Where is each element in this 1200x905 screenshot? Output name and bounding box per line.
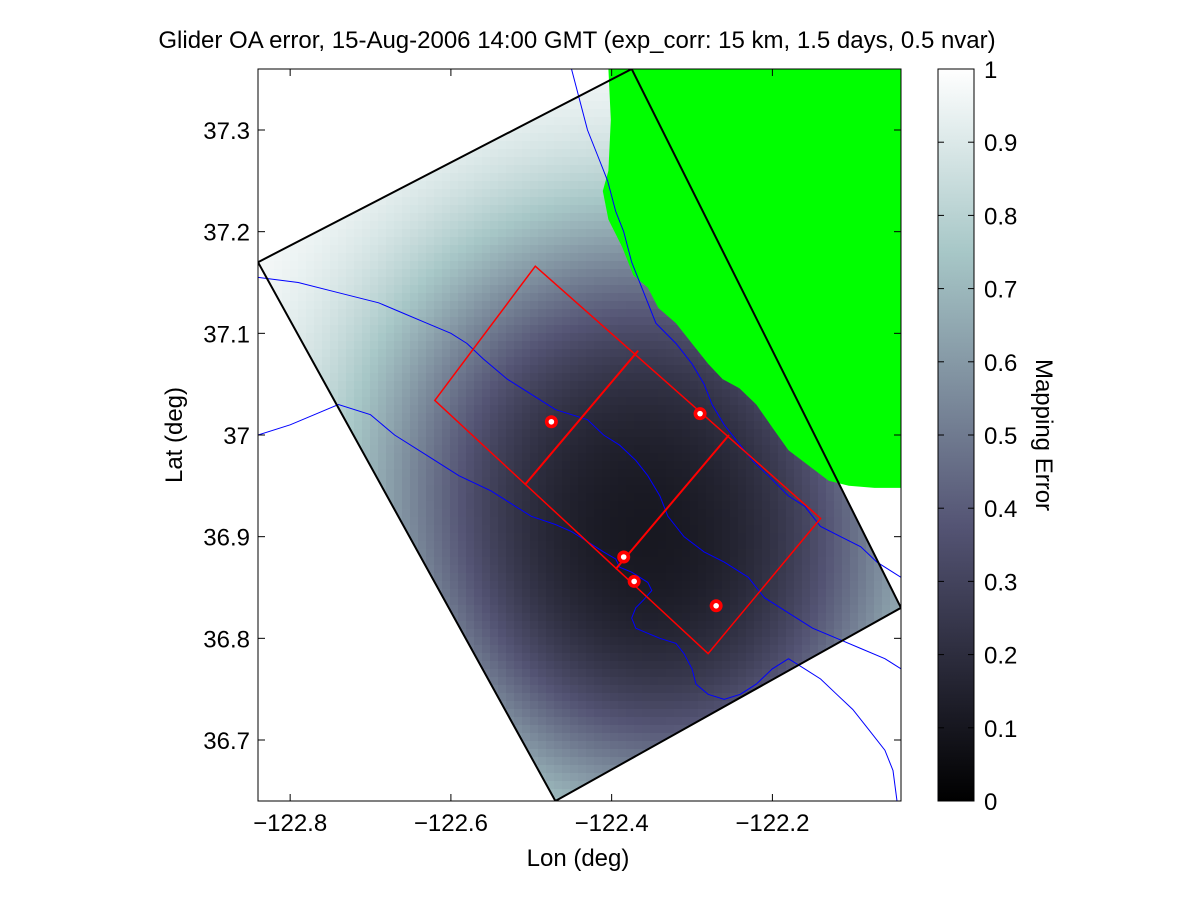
- colorbar-tick-label: 0.7: [984, 277, 1017, 304]
- colorbar-tick-label: 0.1: [984, 716, 1017, 743]
- y-tick-label: 36.7: [203, 728, 250, 755]
- colorbar-tick-label: 0.6: [984, 350, 1017, 377]
- x-tick-label: −122.8: [253, 810, 327, 837]
- glider-marker-center: [549, 419, 555, 425]
- x-axis-label: Lon (deg): [527, 845, 630, 872]
- y-axis-label: Lat (deg): [161, 387, 188, 483]
- x-tick-label: −122.2: [735, 810, 809, 837]
- y-tick-label: 37: [223, 423, 250, 450]
- colorbar-tick-label: 1: [984, 57, 997, 84]
- y-tick-label: 37.2: [203, 220, 250, 247]
- chart-title: Glider OA error, 15-Aug-2006 14:00 GMT (…: [158, 27, 995, 54]
- colorbar-label: Mapping Error: [1030, 359, 1057, 511]
- glider-marker-center: [697, 411, 703, 417]
- y-tick-label: 37.3: [203, 118, 250, 145]
- colorbar-tick-label: 0.9: [984, 130, 1017, 157]
- colorbar-tick-label: 0.5: [984, 423, 1017, 450]
- x-tick-label: −122.6: [414, 810, 488, 837]
- glider-marker-center: [621, 554, 627, 560]
- colorbar-tick-label: 0.3: [984, 569, 1017, 596]
- colorbar-tick-label: 0.2: [984, 643, 1017, 670]
- x-tick-label: −122.4: [575, 810, 649, 837]
- y-tick-label: 36.8: [203, 626, 250, 653]
- glider-marker-center: [631, 579, 637, 585]
- colorbar-tick-label: 0.4: [984, 496, 1017, 523]
- y-tick-label: 37.1: [203, 321, 250, 348]
- glider-marker-center: [713, 603, 719, 609]
- colorbar-tick-label: 0.8: [984, 203, 1017, 230]
- colorbar-tick-label: 0: [984, 789, 997, 816]
- y-tick-label: 36.9: [203, 525, 250, 552]
